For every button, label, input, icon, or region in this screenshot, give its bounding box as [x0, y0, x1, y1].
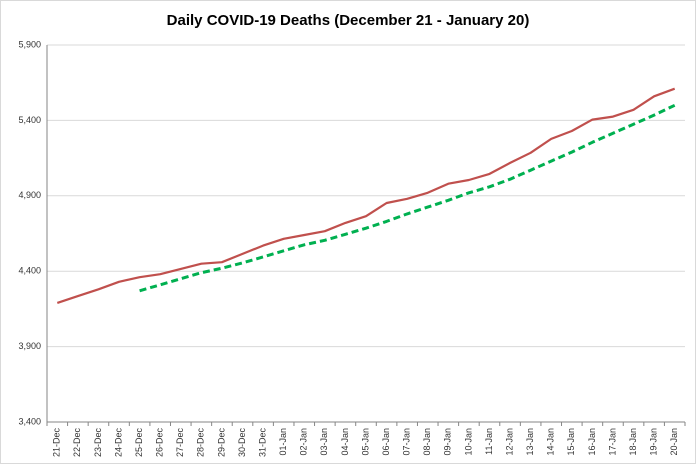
y-tick-label: 4,400 — [18, 266, 41, 276]
x-tick-label: 22-Dec — [72, 428, 82, 458]
x-tick-label: 26-Dec — [155, 428, 165, 458]
y-tick-label: 4,900 — [18, 190, 41, 200]
x-tick-label: 07-Jan — [402, 428, 412, 456]
chart-title: Daily COVID-19 Deaths (December 21 - Jan… — [167, 12, 530, 29]
x-tick-label: 08-Jan — [422, 428, 432, 456]
x-tick-label: 03-Jan — [319, 428, 329, 456]
x-tick-label: 10-Jan — [463, 428, 473, 456]
line-series — [139, 103, 676, 293]
x-tick-label: 24-Dec — [113, 428, 123, 458]
x-tick-label: 01-Jan — [278, 428, 288, 456]
x-tick-label: 30-Dec — [237, 428, 247, 458]
x-tick-label: 29-Dec — [216, 428, 226, 458]
x-tick-label: 17-Jan — [607, 428, 617, 456]
x-tick-label: 20-Jan — [669, 428, 679, 456]
x-tick-label: 19-Jan — [649, 428, 659, 456]
y-tick-label: 3,400 — [18, 416, 41, 426]
x-tick-label: 09-Jan — [443, 428, 453, 456]
x-tick-label: 27-Dec — [175, 428, 185, 458]
x-tick-label: 21-Dec — [52, 428, 62, 458]
x-tick-label: 04-Jan — [340, 428, 350, 456]
x-tick-label: 12-Jan — [504, 428, 514, 456]
x-tick-label: 06-Jan — [381, 428, 391, 456]
x-tick-label: 05-Jan — [360, 428, 370, 456]
x-tick-label: 25-Dec — [134, 428, 144, 458]
x-tick-label: 28-Dec — [196, 428, 206, 458]
y-tick-label: 3,900 — [18, 341, 41, 351]
x-tick-label: 31-Dec — [257, 428, 267, 458]
x-tick-label: 14-Jan — [546, 428, 556, 456]
x-tick-label: 15-Jan — [566, 428, 576, 456]
x-tick-label: 02-Jan — [299, 428, 309, 456]
x-tick-label: 11-Jan — [484, 428, 494, 455]
x-tick-label: 18-Jan — [628, 428, 638, 456]
x-tick-label: 23-Dec — [93, 428, 103, 458]
x-tick-label: 13-Jan — [525, 428, 535, 456]
y-tick-label: 5,900 — [18, 39, 41, 49]
line-series — [56, 87, 676, 304]
x-tick-label: 16-Jan — [587, 428, 597, 456]
y-tick-label: 5,400 — [18, 115, 41, 125]
